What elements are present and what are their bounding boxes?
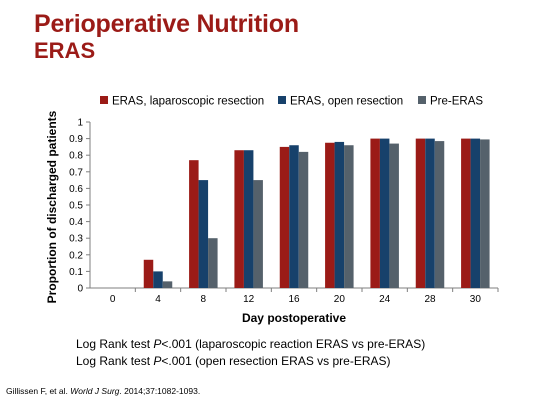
y-tick-label: 0.1 [69, 267, 83, 278]
bar [298, 151, 309, 288]
legend-label: ERAS, laparoscopic resection [112, 96, 264, 108]
x-tick-label: 24 [379, 294, 391, 305]
bar [189, 160, 199, 288]
x-tick-label: 0 [110, 294, 116, 305]
legend-swatch [278, 96, 286, 104]
bar [415, 138, 426, 288]
x-tick-label: 12 [243, 294, 255, 305]
note-line-1: Log Rank test P<.001 (laparoscopic react… [76, 337, 426, 351]
note-line-2: Log Rank test P<.001 (open resection ERA… [76, 354, 391, 368]
bar [325, 142, 335, 288]
slide-subtitle: ERAS [34, 38, 96, 63]
slide-title: Perioperative Nutrition [34, 10, 299, 38]
bar [243, 150, 254, 288]
bar [425, 138, 435, 288]
y-tick-label: 0.6 [69, 184, 83, 195]
bar [389, 143, 399, 288]
x-tick-label: 4 [155, 294, 161, 305]
bar [234, 150, 244, 288]
bar [208, 238, 218, 288]
bar [289, 145, 299, 288]
y-axis-label: Proportion of discharged patients [45, 110, 59, 303]
bar [253, 180, 263, 288]
bar [379, 138, 390, 288]
bar [370, 138, 380, 288]
y-tick-label: 0.4 [69, 217, 83, 228]
bar [470, 138, 481, 288]
legend-label: ERAS, open resection [290, 96, 403, 108]
y-tick-label: 0.8 [69, 151, 83, 162]
bar [279, 146, 290, 288]
title-block: Perioperative Nutrition ERAS [34, 10, 299, 64]
x-tick-label: 8 [201, 294, 207, 305]
bar [143, 259, 154, 288]
y-tick-label: 0.5 [69, 201, 83, 212]
bar [344, 145, 354, 288]
x-tick-label: 16 [288, 294, 300, 305]
x-axis-label: Day postoperative [242, 311, 346, 325]
bar [434, 141, 445, 288]
y-tick-label: 0 [77, 284, 83, 295]
y-tick-label: 0.7 [69, 167, 83, 178]
y-tick-label: 0.3 [69, 234, 83, 245]
legend-swatch [418, 96, 426, 104]
x-tick-label: 30 [470, 294, 482, 305]
legend-label: Pre-ERAS [430, 96, 483, 108]
y-tick-label: 0.9 [69, 134, 83, 145]
bar [153, 271, 163, 288]
bar [162, 281, 173, 288]
bar [480, 139, 490, 288]
bar [334, 141, 345, 288]
legend-swatch [100, 96, 108, 104]
y-tick-label: 0.2 [69, 250, 83, 261]
bar [461, 138, 471, 288]
bar [198, 180, 209, 288]
citation: Gillissen F, et al. World J Surg. 2014;3… [6, 386, 201, 396]
statistics-notes: Log Rank test P<.001 (laparoscopic react… [76, 336, 425, 370]
x-tick-label: 20 [334, 294, 346, 305]
y-tick-label: 1 [77, 118, 83, 129]
x-tick-label: 28 [424, 294, 436, 305]
